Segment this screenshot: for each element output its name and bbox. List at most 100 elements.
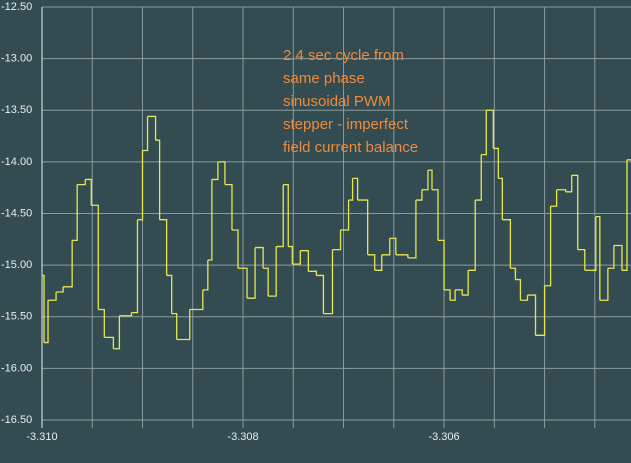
line-step <box>332 230 342 251</box>
line-step <box>231 229 239 269</box>
line-step <box>544 206 552 287</box>
line-step <box>475 154 482 201</box>
line-step <box>468 200 476 271</box>
line-step <box>268 246 277 297</box>
line-step <box>613 244 623 271</box>
y-tick-label: -15.00 <box>1 259 32 271</box>
annotation: field current balance <box>283 139 418 156</box>
line-step <box>171 313 178 340</box>
line-step <box>462 270 469 296</box>
line-step <box>142 116 149 152</box>
y-tick-label: -14.50 <box>1 207 32 219</box>
line-step <box>56 286 64 293</box>
annotation: stepper - imperfect <box>283 116 409 133</box>
annotation: 2.4 sec cycle from <box>283 47 404 64</box>
y-tick-label: -12.50 <box>1 1 32 13</box>
line-step <box>316 274 325 314</box>
line-step <box>502 219 512 269</box>
line-step <box>63 240 73 288</box>
line-step <box>308 270 318 276</box>
line-step <box>527 294 537 336</box>
line-step <box>42 274 45 343</box>
y-tick-label: -13.00 <box>1 53 32 65</box>
line-step <box>444 289 451 301</box>
line-step <box>224 183 233 231</box>
line-step <box>571 174 579 250</box>
y-tick-label: -16.50 <box>1 414 32 426</box>
line-step <box>591 216 597 271</box>
line-step <box>237 267 248 299</box>
line-step <box>147 115 157 141</box>
line-step <box>166 274 173 314</box>
line-step <box>535 285 546 336</box>
line-step <box>421 170 429 191</box>
line-step <box>255 246 264 269</box>
line-step <box>217 161 226 185</box>
line-step <box>389 237 397 255</box>
line-step <box>98 308 105 338</box>
annotation: sinusoidal PWM <box>283 93 391 110</box>
line-step <box>367 254 376 271</box>
y-tick-label: -13.50 <box>1 104 32 116</box>
line-step <box>515 278 522 301</box>
line-step <box>77 179 86 186</box>
line-step <box>348 178 354 201</box>
line-step <box>599 268 609 301</box>
line-step <box>455 289 463 296</box>
line-step <box>176 309 191 341</box>
line-step <box>438 239 445 290</box>
line-step <box>104 336 115 349</box>
line-step <box>431 189 439 241</box>
line-step <box>486 109 494 149</box>
line-step <box>189 289 204 311</box>
line-step <box>137 150 144 221</box>
line-step <box>263 267 269 297</box>
line-step <box>211 161 219 181</box>
line-step <box>520 295 529 301</box>
line-step <box>352 177 359 201</box>
line-step <box>292 250 301 265</box>
line-step <box>493 147 499 179</box>
line-step <box>72 184 78 241</box>
line-step <box>48 291 57 301</box>
line-step <box>155 139 161 220</box>
line-step <box>288 245 293 265</box>
line-step <box>159 219 168 276</box>
line-step <box>481 110 487 156</box>
line-step <box>374 254 383 271</box>
line-step <box>323 249 334 315</box>
line-step <box>276 184 284 248</box>
x-tick-label: -3.306 <box>428 431 459 443</box>
line-step <box>381 238 391 256</box>
line-step <box>131 219 139 314</box>
line-step <box>202 259 209 291</box>
line-step <box>395 254 409 258</box>
line-step <box>340 200 350 231</box>
line-step <box>607 245 615 269</box>
line-step <box>427 169 433 190</box>
line-step <box>415 189 423 201</box>
annotation: same phase <box>283 70 365 87</box>
line-step <box>621 159 628 271</box>
y-tick-label: -16.00 <box>1 362 32 374</box>
line-step <box>550 189 558 207</box>
line-step <box>113 315 121 350</box>
line-step <box>577 248 586 271</box>
x-tick-label: -3.310 <box>26 431 57 443</box>
line-step <box>44 300 49 344</box>
line-step <box>357 199 369 255</box>
line-step <box>207 179 213 261</box>
line-step <box>565 175 573 193</box>
line-step <box>85 178 92 206</box>
line-step <box>119 312 133 317</box>
x-tick-label: -3.308 <box>227 431 258 443</box>
line-step <box>300 250 310 272</box>
line-step <box>247 247 256 299</box>
line-step <box>556 189 567 192</box>
line-step <box>450 289 456 301</box>
line-step <box>91 204 99 310</box>
y-tick-label: -14.00 <box>1 156 32 168</box>
